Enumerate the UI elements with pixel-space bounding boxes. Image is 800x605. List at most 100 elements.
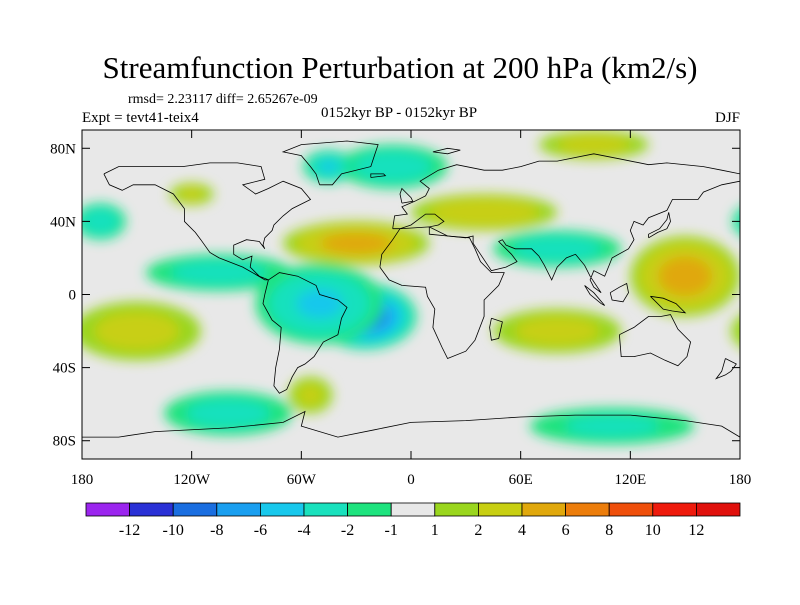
coastline-africa (379, 226, 505, 360)
field-contour (319, 160, 339, 173)
colorbar-label: 1 (431, 522, 439, 539)
colorbar-swatch (216, 502, 261, 517)
field-contour (353, 150, 433, 183)
x-tick-label: 180 (71, 472, 94, 488)
colorbar-label: 2 (474, 522, 482, 539)
colorbar-swatch (390, 502, 436, 517)
field-high-north-africa (283, 221, 430, 266)
field-contour (94, 311, 180, 351)
field-high-central-pacific (82, 301, 800, 361)
season-label: DJF (714, 110, 740, 126)
field-layer (82, 130, 800, 445)
experiment-label: Expt = tevt41-teix4 (82, 110, 199, 126)
colorbar-swatch (696, 502, 741, 517)
colorbar-label: 6 (562, 522, 570, 539)
field-contour (564, 415, 660, 437)
colorbar-swatch (521, 502, 566, 517)
colorbar-label: -4 (297, 522, 310, 539)
coastline-greenland (281, 140, 379, 186)
field-contour (512, 236, 602, 262)
coastline-svalbard (432, 147, 461, 155)
field-low-north-pacific (82, 203, 740, 240)
x-tick-label: 60E (509, 472, 533, 488)
axes-layer: 180 120W 60W 0 60E 120E 180 80N 40N 0 40S 80S (50, 130, 751, 488)
colorbar: -12 -10 -8 -6 -4 -2 -1 1 2 4 6 8 10 12 (85, 502, 741, 539)
field-low-south-pacific (164, 391, 293, 436)
coastline-new-guinea (650, 295, 687, 314)
field-high-south-america-low (288, 376, 333, 414)
period-label: 0152kyr BP - 0152kyr BP (321, 105, 478, 121)
field-low-south-indian (529, 407, 695, 445)
colorbar-label: 10 (645, 522, 661, 539)
colorbar-label: -1 (385, 522, 398, 539)
x-tick-label: 120E (614, 472, 646, 488)
field-high-south-indian (493, 309, 622, 353)
colorbar-label: -8 (210, 522, 223, 539)
y-tick-label: 0 (69, 288, 77, 304)
stats-line: rmsd= 2.23117 diff= 2.65267e-09 (128, 92, 318, 107)
field-contour (170, 260, 268, 285)
colorbar-label: -2 (341, 522, 354, 539)
colorbar-label: 4 (518, 522, 526, 539)
field-contour (730, 316, 740, 347)
colorbar-swatch (85, 502, 130, 517)
field-contour (515, 316, 600, 346)
x-tick-label: 0 (407, 472, 415, 488)
y-tick-label: 80N (50, 141, 76, 157)
y-tick-label: 40N (50, 214, 76, 230)
field-contour (82, 207, 120, 236)
colorbar-swatch (347, 502, 392, 517)
colorbar-label: -10 (163, 522, 184, 539)
colorbar-label: -12 (119, 522, 140, 539)
field-contour (320, 232, 392, 255)
colorbar-swatch (129, 502, 174, 517)
coastline-madagascar (489, 317, 503, 341)
coastline-borneo (609, 282, 629, 303)
field-contour (297, 384, 324, 406)
coastline-south-america (262, 272, 348, 394)
field-high-barents (538, 130, 649, 160)
coastline-sumatra (584, 285, 606, 306)
x-tick-label: 120W (173, 472, 211, 488)
colorbar-swatch (259, 502, 305, 517)
field-high-europe (411, 193, 558, 231)
field-low-tropical-atlantic-ext (255, 263, 384, 344)
coastline-iceland (370, 173, 387, 178)
y-tick-label: 80S (53, 434, 76, 450)
coastline-australia (619, 314, 692, 367)
x-tick-label: 60W (287, 472, 317, 488)
coastline-japan (648, 212, 671, 239)
coastline-new-zealand (715, 358, 737, 380)
colorbar-swatch (477, 502, 523, 517)
coastline-layer (82, 140, 740, 438)
colorbar-label: -6 (254, 522, 267, 539)
field-contour (658, 256, 713, 296)
field-contour (557, 134, 630, 155)
field-low-asia-mid (493, 230, 622, 268)
coastline-british-isles (399, 187, 414, 204)
coastline-antarctica (82, 410, 740, 438)
y-tick-label: 40S (53, 361, 76, 377)
coastline-north-america (103, 162, 312, 281)
colorbar-swatch (608, 502, 654, 517)
field-contour (186, 398, 271, 428)
chart-title: Streamfunction Perturbation at 200 hPa (… (102, 50, 698, 85)
field-contour (753, 312, 800, 351)
field-contour (296, 289, 343, 319)
field-high-north-america-west (169, 183, 214, 205)
field-contour (738, 216, 740, 226)
colorbar-swatch (172, 502, 218, 517)
colorbar-swatch (303, 502, 348, 517)
colorbar-label: 8 (605, 522, 613, 539)
colorbar-swatch (652, 502, 697, 517)
colorbar-swatch (434, 502, 479, 517)
field-low-north-atlantic-pole (337, 144, 448, 189)
coastline-eurasia (392, 153, 740, 294)
field-contour (428, 198, 540, 227)
colorbar-label: 12 (688, 522, 704, 539)
colorbar-swatch (565, 502, 610, 517)
x-tick-label: 180 (729, 472, 752, 488)
plot-area (81, 129, 800, 460)
field-contour (179, 187, 205, 201)
